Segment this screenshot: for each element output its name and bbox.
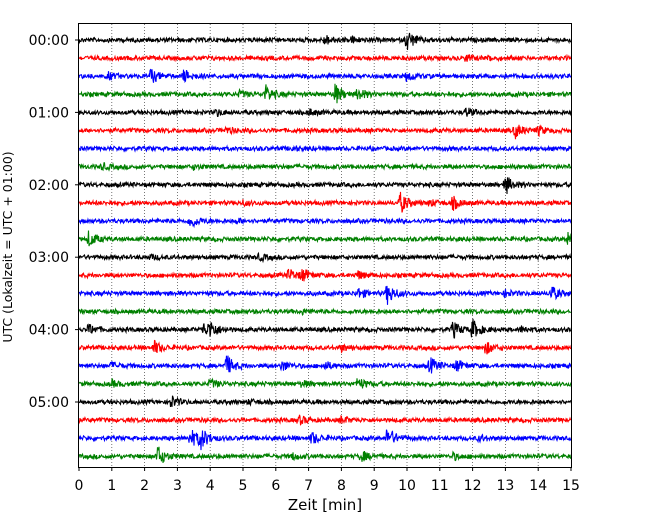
x-tick-label-14: 14 <box>529 478 547 494</box>
trace-9 <box>78 177 572 195</box>
x-tick-label-8: 8 <box>337 478 346 494</box>
trace-15 <box>78 285 572 305</box>
trace-11 <box>78 216 572 229</box>
trace-17 <box>78 318 572 339</box>
trace-3 <box>78 68 572 84</box>
x-tick-label-13: 13 <box>496 478 514 494</box>
trace-19 <box>78 355 572 374</box>
x-tick-label-0: 0 <box>75 478 84 494</box>
y-tick-label-2: 02:00 <box>29 178 69 194</box>
y-axis-title: UTC (Lokalzeit = UTC + 01:00) <box>0 151 15 342</box>
trace-23 <box>78 429 572 451</box>
y-tick-label-5: 05:00 <box>29 395 69 411</box>
x-axis-title: Zeit [min] <box>288 496 362 514</box>
trace-21 <box>78 395 572 407</box>
x-tick-label-15: 15 <box>562 478 580 494</box>
trace-18 <box>78 339 572 355</box>
trace-10 <box>78 191 572 213</box>
x-tick-label-4: 4 <box>206 478 215 494</box>
x-tick-label-12: 12 <box>464 478 482 494</box>
y-tick-label-3: 03:00 <box>29 250 69 266</box>
x-tick-label-1: 1 <box>107 478 116 494</box>
y-tick-label-4: 04:00 <box>29 323 69 339</box>
trace-20 <box>78 377 572 389</box>
trace-6 <box>78 124 572 140</box>
trace-7 <box>78 144 572 153</box>
trace-14 <box>78 268 572 282</box>
vertical-gridlines <box>111 24 539 467</box>
trace-13 <box>78 251 572 264</box>
y-tick-label-0: 00:00 <box>29 33 69 49</box>
trace-1 <box>78 32 572 51</box>
x-tick-label-6: 6 <box>271 478 280 494</box>
plot-frame <box>78 23 572 468</box>
trace-22 <box>78 414 572 426</box>
y-tick-label-1: 01:00 <box>29 105 69 121</box>
x-tick-label-11: 11 <box>431 478 449 494</box>
trace-2 <box>78 53 572 63</box>
x-axis: 0 1 2 3 4 5 6 7 8 9 10 11 12 13 14 15 <box>75 467 580 494</box>
trace-16 <box>78 307 572 316</box>
x-tick-label-5: 5 <box>239 478 248 494</box>
trace-4 <box>79 83 572 104</box>
x-tick-label-7: 7 <box>304 478 313 494</box>
x-tick-label-10: 10 <box>398 478 416 494</box>
x-tick-label-3: 3 <box>173 478 182 494</box>
seismic-traces <box>78 32 572 463</box>
trace-12 <box>78 230 572 247</box>
trace-5 <box>78 107 572 118</box>
trace-24 <box>78 446 572 463</box>
x-tick-label-2: 2 <box>140 478 149 494</box>
trace-8 <box>78 162 572 172</box>
x-tick-label-9: 9 <box>370 478 379 494</box>
y-axis: 00:00 01:00 02:00 03:00 04:00 05:00 <box>29 33 79 411</box>
